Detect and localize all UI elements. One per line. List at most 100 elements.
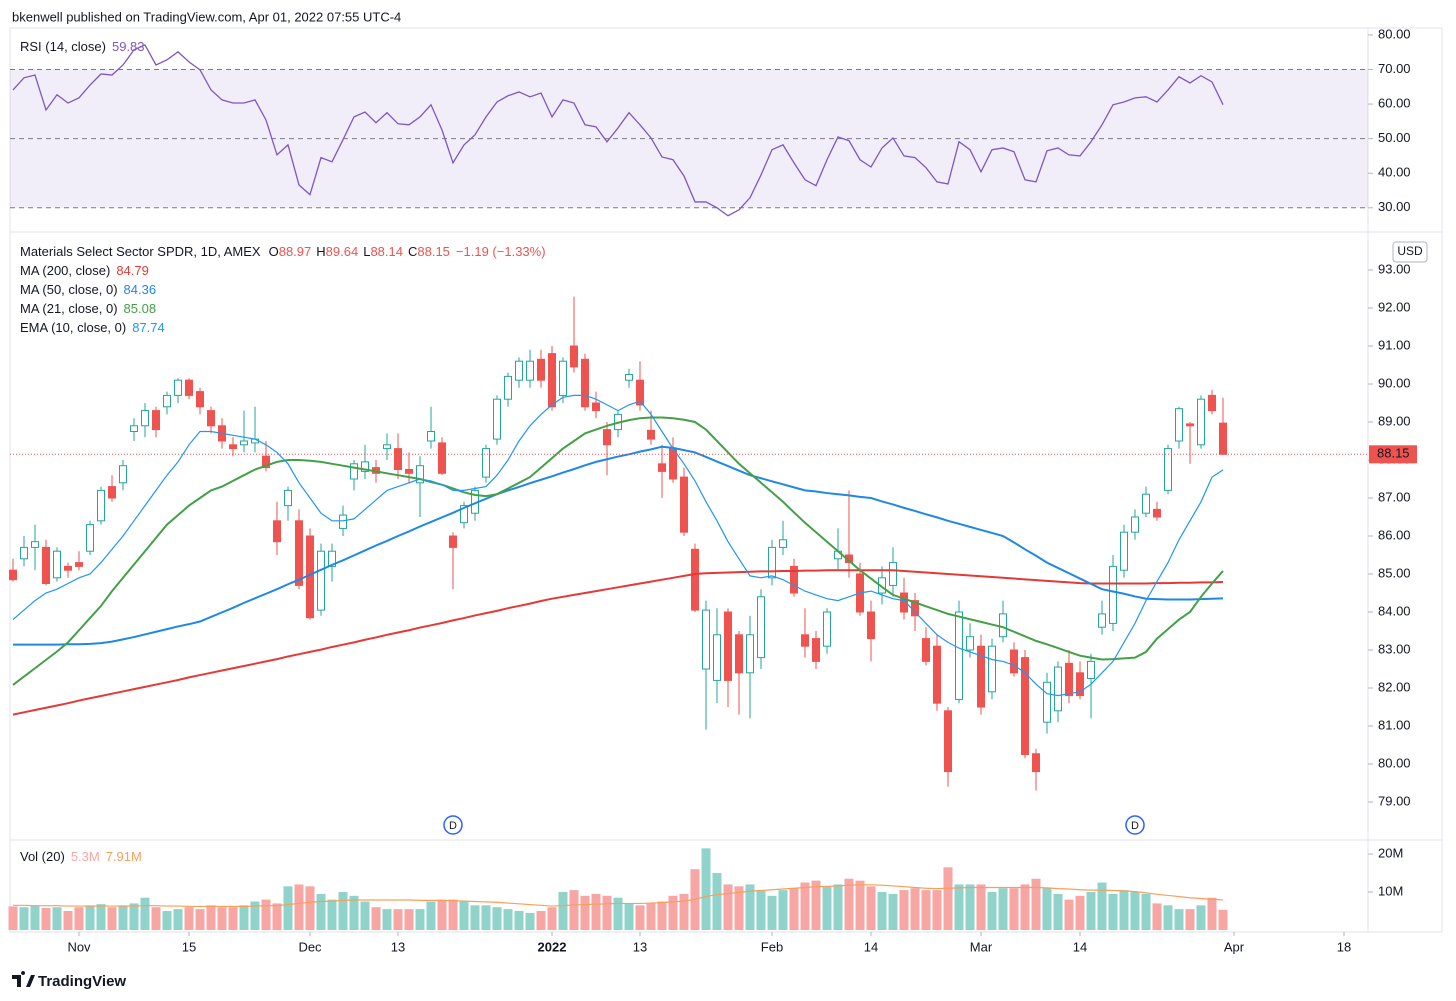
volume-bar xyxy=(305,886,315,930)
legend-value: 87.74 xyxy=(132,320,165,335)
volume-bar xyxy=(580,895,590,930)
candle-body xyxy=(1109,565,1117,624)
candle-body xyxy=(713,634,721,681)
y-tick-label: 10M xyxy=(1378,883,1403,898)
candle-body xyxy=(262,455,270,469)
volume-bar xyxy=(800,882,810,930)
volume-bar xyxy=(1185,909,1195,930)
volume-bar xyxy=(1130,892,1140,930)
volume-bar xyxy=(162,911,172,930)
volume-bar xyxy=(481,905,491,930)
candle-body xyxy=(394,448,402,471)
y-tick-label: 82.00 xyxy=(1378,679,1411,694)
brand: TradingView xyxy=(38,973,126,990)
candle-body xyxy=(823,611,831,647)
volume-bar xyxy=(701,848,711,930)
volume-bar xyxy=(107,907,117,930)
candle-body xyxy=(229,444,237,450)
volume-bar xyxy=(459,901,469,930)
volume-bar xyxy=(415,909,425,930)
candle-body xyxy=(1175,408,1183,442)
volume-bar xyxy=(118,905,128,930)
volume-bar xyxy=(1152,903,1162,930)
volume-bar xyxy=(1009,888,1019,930)
candle-body xyxy=(669,448,677,480)
candle-body xyxy=(812,638,820,662)
volume-bar xyxy=(30,906,40,930)
volume-bar xyxy=(536,911,546,930)
candle-body xyxy=(75,562,83,567)
candle-body xyxy=(1197,398,1205,446)
volume-bar xyxy=(877,892,887,930)
candle-body xyxy=(328,550,336,567)
ma-legend: MA (200, close) 84.79 xyxy=(20,263,149,278)
candle-body xyxy=(20,546,28,560)
candle-body xyxy=(163,394,171,408)
candle-body xyxy=(702,609,710,670)
candle-body xyxy=(416,465,424,484)
candle-body xyxy=(42,546,50,585)
candle-body xyxy=(922,638,930,662)
candle-body xyxy=(1208,394,1216,412)
volume-bar xyxy=(646,903,656,930)
candle-body xyxy=(449,535,457,548)
ohlc-prefix: O xyxy=(269,244,279,259)
volume-bar xyxy=(1053,893,1063,930)
x-tick-label: 15 xyxy=(182,939,196,954)
volume-bar xyxy=(547,907,557,930)
volume-bar xyxy=(195,909,205,930)
volume-bar xyxy=(96,904,106,930)
candle-body xyxy=(691,548,699,611)
candle-body xyxy=(526,360,534,381)
publisher-line: bkenwell published on TradingView.com, A… xyxy=(12,9,401,24)
legend-name: RSI (14, close) xyxy=(20,39,106,54)
rsi-legend: RSI (14, close) 59.83 xyxy=(20,39,145,54)
volume-bar xyxy=(448,899,458,930)
candle-body xyxy=(97,489,105,522)
x-tick-label: Dec xyxy=(298,939,322,954)
candle-body xyxy=(1098,613,1106,628)
currency-label: USD xyxy=(1397,244,1423,258)
candle-body xyxy=(207,410,215,427)
volume-bar xyxy=(1174,909,1184,930)
y-tick-label: 91.00 xyxy=(1378,337,1411,352)
x-tick-label: 13 xyxy=(391,939,405,954)
volume-bar xyxy=(63,911,73,930)
volume-bar xyxy=(492,907,502,930)
volume-bar xyxy=(1141,893,1151,930)
volume-bar xyxy=(778,890,788,930)
ohlc-prefix: L xyxy=(363,244,370,259)
volume-bar xyxy=(19,907,29,930)
candle-body xyxy=(383,444,391,450)
candle-body xyxy=(152,410,160,431)
legend-name: Vol (20) xyxy=(20,849,65,864)
x-tick-label: Nov xyxy=(67,939,91,954)
x-tick-label: Mar xyxy=(970,939,993,954)
candle-body xyxy=(350,463,358,480)
candle-body xyxy=(9,569,17,581)
volume-bar xyxy=(1075,895,1085,930)
candle-body xyxy=(130,425,138,432)
candle-body xyxy=(240,440,248,446)
volume-legend: Vol (20) 5.3M 7.91M xyxy=(20,849,142,864)
volume-bar xyxy=(404,909,414,930)
candle-body xyxy=(636,379,644,406)
volume-bar xyxy=(316,893,326,930)
volume-bar xyxy=(360,901,370,930)
volume-bar xyxy=(525,912,535,930)
volume-bar xyxy=(1097,882,1107,930)
candle-body xyxy=(801,634,809,647)
volume-bar xyxy=(1196,905,1206,930)
legend-name: MA (50, close, 0) xyxy=(20,282,118,297)
candle-body xyxy=(1164,448,1172,491)
candle-body xyxy=(174,379,182,396)
volume-bar xyxy=(899,890,909,930)
volume-bar xyxy=(349,895,359,930)
volume-bar xyxy=(173,909,183,930)
x-tick-label: Feb xyxy=(761,939,783,954)
candle-body xyxy=(1043,681,1051,723)
y-tick-label: 70.00 xyxy=(1378,61,1411,76)
x-tick-label: 13 xyxy=(633,939,647,954)
y-tick-label: 86.00 xyxy=(1378,527,1411,542)
